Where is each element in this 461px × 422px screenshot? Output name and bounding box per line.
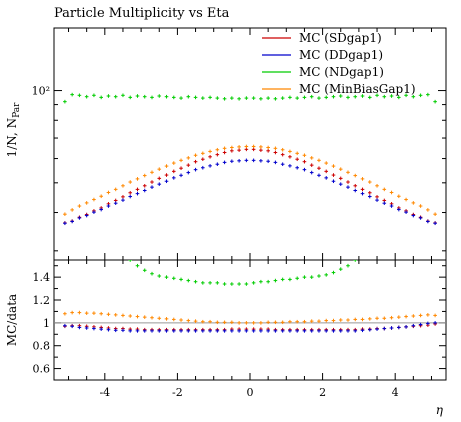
- x-tick-label: 4: [392, 386, 399, 399]
- ratio-plot-frame: [53, 259, 447, 381]
- ratio-y-tick-label: 1: [43, 317, 50, 330]
- x-tick-label: 0: [247, 386, 254, 399]
- ratio-y-tick-label: 1.2: [33, 294, 51, 307]
- legend-entry: MC (DDgap1): [299, 48, 383, 62]
- main-plot-frame: [53, 27, 447, 261]
- main-y-tick-label: 10²: [32, 85, 50, 98]
- main-y-axis: 10²: [32, 85, 446, 252]
- ratio-y-axis: 0.6 0.8 1 1.2 1.4: [33, 265, 446, 376]
- y-axis-label-main-subscript: Par: [12, 102, 22, 118]
- ratio-y-tick-label: 0.8: [33, 340, 51, 353]
- ratio-series-group: [63, 260, 437, 333]
- ratio-y-tick-label: 0.6: [33, 363, 51, 376]
- y-axis-label-main: 1/N, NPar: [5, 102, 22, 158]
- legend: MC (SDgap1) MC (DDgap1) MC (NDgap1) MC (Min…: [262, 31, 416, 96]
- main-series-group: [63, 92, 437, 226]
- legend-entry: MC (MinBiasGap1): [299, 82, 416, 96]
- chart-title: Particle Multiplicity vs Eta: [54, 6, 230, 21]
- x-tick-label: -4: [99, 386, 110, 399]
- ratio-y-tick-label: 1.4: [33, 271, 51, 284]
- y-axis-label-ratio: MC/data: [5, 294, 19, 346]
- legend-entry: MC (NDgap1): [299, 65, 384, 79]
- legend-entry: MC (SDgap1): [299, 31, 382, 45]
- x-axis-label: η: [436, 403, 444, 417]
- x-tick-label: 2: [319, 386, 326, 399]
- y-axis-label-main-text: 1/N, N: [5, 118, 19, 158]
- x-axis: -4 -2 0 2 4: [68, 28, 432, 399]
- x-tick-label: -2: [172, 386, 183, 399]
